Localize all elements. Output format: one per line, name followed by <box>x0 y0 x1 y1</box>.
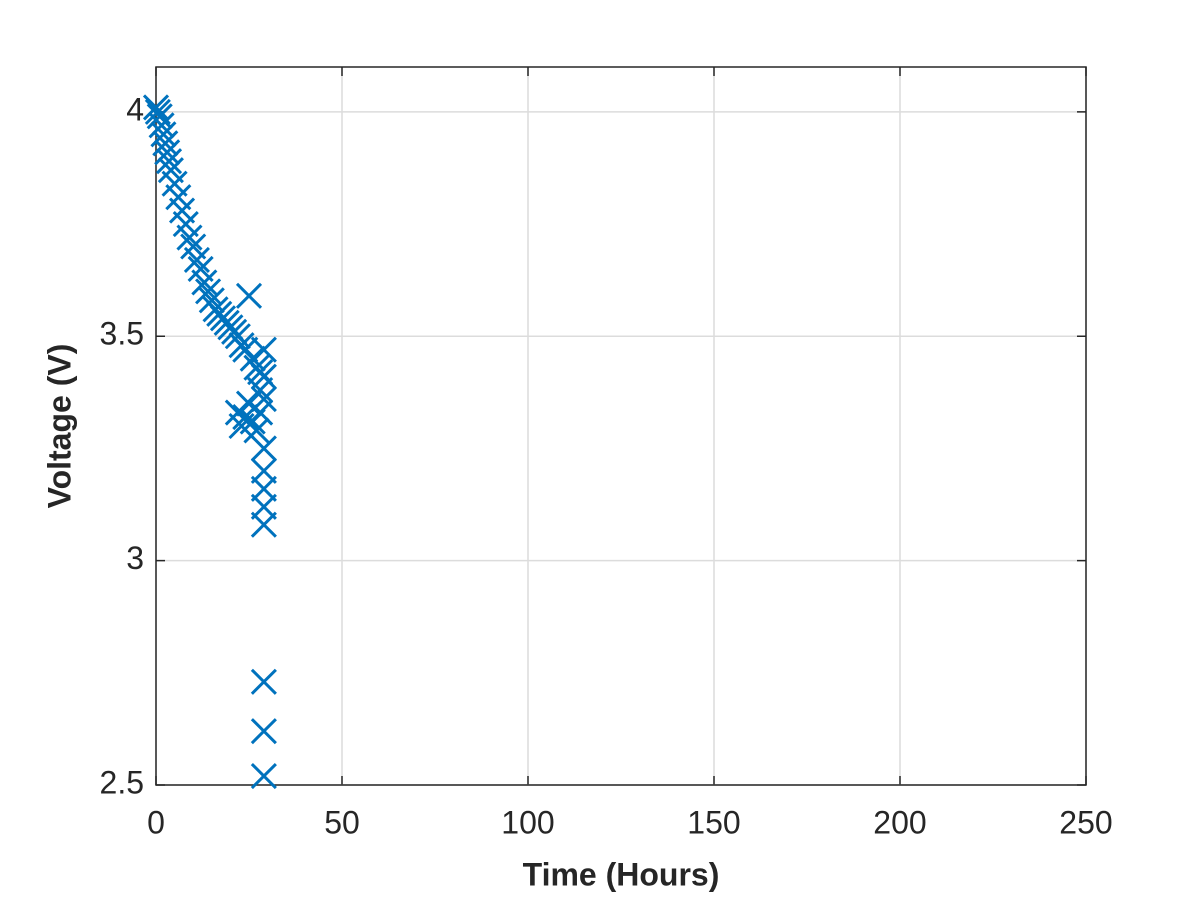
scatter-point <box>155 148 183 175</box>
x-axis-label: Time (Hours) <box>523 856 720 892</box>
scatter-point <box>235 282 263 309</box>
y-tick-label: 3.5 <box>100 316 144 352</box>
scatter-point <box>183 246 210 274</box>
scatter-point <box>250 386 277 413</box>
scatter-point <box>250 762 277 790</box>
x-tick-label: 250 <box>1059 804 1112 840</box>
y-tick-label: 2.5 <box>100 764 144 800</box>
x-tick-label: 0 <box>147 804 165 840</box>
scatter-point <box>250 336 277 363</box>
x-tick-label: 150 <box>687 804 740 840</box>
scatter-point <box>176 224 203 251</box>
plot-area <box>156 67 1086 785</box>
x-tick-label: 100 <box>501 804 554 840</box>
scatter-point <box>224 323 251 350</box>
x-tick-label: 50 <box>324 804 360 840</box>
scatter-point <box>250 435 277 462</box>
scatter-point <box>191 269 218 296</box>
scatter-point <box>195 278 222 305</box>
y-axis-label: Voltage (V) <box>41 344 77 509</box>
scatter-point <box>250 718 277 745</box>
scatter-point <box>250 363 277 390</box>
scatter-point <box>239 345 266 372</box>
x-tick-label: 200 <box>873 804 926 840</box>
axes-box <box>155 66 1087 786</box>
scatter-point <box>142 94 170 121</box>
y-tick-label: 3 <box>126 540 144 576</box>
scatter-point <box>198 287 225 314</box>
scatter-point <box>250 511 277 538</box>
y-tick-label: 4 <box>126 91 144 127</box>
scatter-point <box>250 668 277 695</box>
